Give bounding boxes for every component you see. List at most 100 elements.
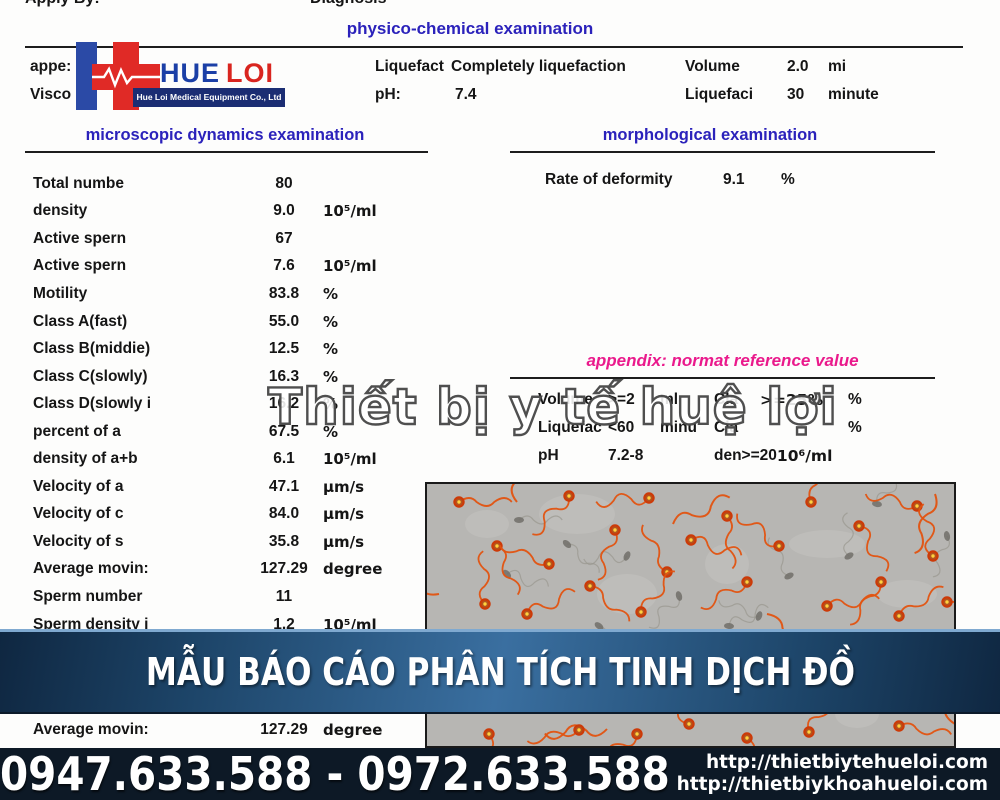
- appendix-left-column: Volume >=2 ml Liquefac <60 minu pH 7.2-8: [538, 386, 697, 470]
- table-row: Velocity of s 35.8 µm/s: [33, 528, 425, 556]
- table-row: Active spern 7.6 10⁵/ml: [33, 253, 425, 281]
- row-label: Velocity of a: [33, 477, 124, 495]
- ecg-heartbeat-icon: [92, 66, 160, 89]
- microscopic-section-title: microscopic dynamics examination: [85, 126, 365, 144]
- row-label: Class C(slowly): [33, 367, 148, 385]
- row-unit: %: [323, 284, 339, 303]
- appendix-value: 7.2-8: [608, 447, 644, 464]
- row-unit: degree: [323, 560, 383, 579]
- row-value: 127.29: [260, 560, 308, 578]
- appendix-label: Liquefac: [538, 419, 602, 436]
- rate-label: Rate of deformity: [545, 171, 673, 188]
- logo-blue-bar-icon: [76, 42, 97, 110]
- liquefaci-unit: minute: [828, 86, 879, 103]
- row-label: Active spern: [33, 257, 127, 275]
- promo-banner: MẪU BÁO CÁO PHÂN TÍCH TINH DỊCH ĐỒ: [0, 629, 1000, 714]
- row-value: 83.8: [268, 284, 300, 302]
- appendix-label: pH: [538, 447, 559, 464]
- diagnosis-label: Diagnosis: [310, 0, 386, 8]
- rate-unit: %: [781, 171, 795, 188]
- row-value: 16.3: [268, 367, 300, 385]
- row-value: 127.29: [260, 720, 308, 738]
- liquefaci-label: Liquefaci: [685, 86, 754, 103]
- rate-value: 9.1: [723, 171, 745, 188]
- logo-tagline: Hue Loi Medical Equipment Co., Ltd: [133, 88, 285, 107]
- volume-label: Volume: [685, 58, 740, 75]
- row-value: 55.0: [268, 312, 300, 330]
- row-value: 84.0: [268, 505, 300, 523]
- header-divider: [25, 46, 963, 48]
- appendix-row: Cla %: [714, 414, 865, 442]
- table-row: density 9.0 10⁵/ml: [33, 198, 425, 226]
- row-value: 9.0: [273, 202, 295, 220]
- row-unit: degree: [323, 720, 383, 739]
- watermark-text: Thiết bị y tế huệ lợi: [267, 377, 838, 437]
- appendix-label: Cla: [714, 391, 739, 408]
- appendix-unit: %: [848, 419, 862, 436]
- appendix-row: pH 7.2-8: [538, 442, 697, 470]
- row-label: Average movin:: [33, 720, 149, 738]
- table-row: Class D(slowly i 16.2 %: [33, 390, 425, 418]
- table-row: Sperm number 11: [33, 583, 425, 611]
- appendix-row: Liquefac <60 minu: [538, 414, 697, 442]
- row-label: Velocity of s: [33, 532, 124, 550]
- row-label: Sperm number: [33, 587, 143, 605]
- logo-text-hue: HUE: [160, 58, 221, 88]
- row-value: 16.2: [268, 395, 300, 413]
- microscopic-table: Total numbe 80 density 9.0 10⁵/ml Active…: [33, 170, 425, 638]
- volume-unit: mi: [828, 58, 847, 75]
- row-value: 7.6: [273, 257, 295, 275]
- row-label: Average movin:: [33, 560, 149, 578]
- row-value: 1.2: [273, 615, 295, 633]
- appendix-title: appendix: normat reference value: [586, 351, 859, 370]
- sperm-cells-graphic: [427, 484, 954, 746]
- appendix-label: den>=20: [714, 447, 777, 464]
- row-label: density of a+b: [33, 450, 138, 468]
- microscopic-divider: [25, 151, 428, 153]
- morphological-divider: [510, 151, 935, 153]
- appendix-unit: %: [848, 391, 862, 408]
- volume-value: 2.0: [787, 58, 809, 75]
- row-value: 80: [275, 174, 293, 192]
- table-row: Velocity of c 84.0 µm/s: [33, 501, 425, 529]
- ph-value: 7.4: [455, 86, 477, 103]
- row-unit: µm/s: [323, 532, 365, 551]
- row-value: 6.1: [273, 450, 295, 468]
- table-row: percent of a 67.5 %: [33, 418, 425, 446]
- row-label: Class A(fast): [33, 312, 128, 330]
- appearance-label: appe:: [30, 58, 72, 75]
- row-value: 67: [275, 229, 293, 247]
- footer-bar: 0947.633.588 - 0972.633.588 http://thiet…: [0, 747, 1000, 800]
- row-label: Class D(slowly i: [33, 395, 152, 413]
- appendix-label: Volume: [538, 391, 593, 408]
- row-label: Total numbe: [33, 174, 124, 192]
- row-value: 12.5: [268, 340, 300, 358]
- footer-phone-numbers: 0947.633.588 - 0972.633.588: [0, 747, 670, 800]
- row-unit: %: [323, 395, 339, 414]
- table-row: Class B(middie) 12.5 %: [33, 335, 425, 363]
- apply-by-label: Apply By:: [25, 0, 100, 8]
- row-unit: 10⁵/ml: [323, 202, 377, 221]
- viscosity-label: Visco: [30, 86, 72, 103]
- appendix-value: <60: [608, 419, 635, 436]
- footer-url-1: http://thietbiytehueloi.com: [705, 752, 988, 773]
- appendix-divider: [510, 377, 935, 379]
- appendix-value: >=2: [608, 391, 635, 408]
- appendix-value: 10⁶/ml: [776, 447, 833, 465]
- appendix-value: >=25%: [760, 391, 824, 409]
- appendix-right-column: Cla >=25% % Cla % den>=20 10⁶/ml: [714, 386, 865, 470]
- row-unit: 10⁵/ml: [323, 450, 377, 469]
- row-unit: %: [323, 340, 339, 359]
- appendix-unit: ml: [660, 391, 679, 408]
- hueloi-logo: HUE LOI Hue Loi Medical Equipment Co., L…: [68, 38, 290, 112]
- table-row: Class A(fast) 55.0 %: [33, 308, 425, 336]
- table-row: density of a+b 6.1 10⁵/ml: [33, 445, 425, 473]
- morphological-section-title: morphological examination: [602, 126, 818, 144]
- table-row: Average movin: 127.29 degree: [33, 556, 425, 584]
- row-value: 11: [275, 587, 293, 605]
- ph-label: pH:: [375, 86, 401, 103]
- row-unit: %: [323, 367, 339, 386]
- row-label: density: [33, 202, 88, 220]
- table-row: Class C(slowly) 16.3 %: [33, 363, 425, 391]
